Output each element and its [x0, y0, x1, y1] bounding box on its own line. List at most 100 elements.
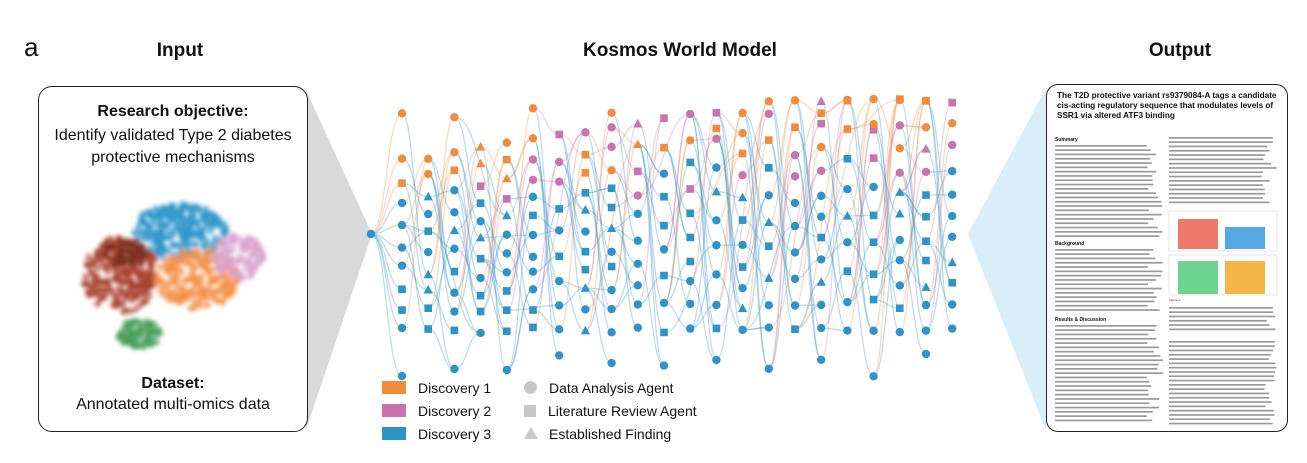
network-node [555, 351, 564, 360]
network-node [738, 108, 747, 118]
network-node [869, 238, 878, 247]
figure-caption-label: Figure 1: [1169, 298, 1181, 302]
network-node [580, 283, 590, 292]
network-node [764, 273, 774, 282]
network-node [817, 233, 825, 242]
network-node [895, 187, 905, 196]
network-node [948, 190, 957, 199]
network-node [633, 118, 643, 128]
network-node [607, 184, 616, 193]
network-node [424, 325, 432, 333]
network-node [712, 300, 721, 310]
network-node [711, 186, 721, 196]
network-node [764, 364, 773, 373]
network-node [764, 191, 773, 200]
network-node [686, 158, 694, 167]
network-node [921, 300, 931, 310]
network-node [528, 230, 538, 240]
network-node [528, 252, 538, 261]
network-node [634, 167, 642, 176]
network-node [843, 154, 852, 163]
network-node [790, 301, 800, 310]
legend-data-analysis-agent: Data Analysis Agent [524, 380, 674, 396]
paper-title: The T2D protective variant rs9379084-A t… [1057, 91, 1277, 120]
network-node [895, 327, 904, 337]
network-node [738, 192, 748, 202]
network-node [816, 96, 826, 105]
network-node [633, 236, 642, 245]
network-node [817, 323, 826, 333]
network-node [633, 281, 642, 290]
network-node [790, 96, 800, 105]
network-node [738, 303, 748, 313]
network-node [607, 262, 616, 271]
network-node [843, 297, 852, 307]
network-node [869, 154, 878, 162]
network-node [607, 285, 616, 295]
network-node [502, 365, 511, 375]
figure-bar-4 [1225, 261, 1265, 294]
network-node [660, 271, 668, 280]
network-node [528, 285, 538, 294]
network-node [869, 270, 878, 279]
network-node [764, 109, 773, 118]
network-node [450, 148, 459, 157]
network-node [790, 151, 800, 160]
network-node [633, 259, 642, 268]
section-results-heading: Results & Discussion [1055, 317, 1107, 323]
network-node [581, 305, 590, 314]
network-node [502, 138, 511, 147]
network-node [816, 277, 826, 286]
network-node [869, 372, 878, 381]
network-node [738, 216, 747, 224]
network-node [607, 108, 616, 118]
network-node [869, 120, 878, 129]
network-node [607, 358, 616, 368]
network-node [528, 192, 538, 202]
network-node [790, 221, 800, 231]
network-node [423, 284, 433, 294]
network-node [921, 167, 931, 177]
network-node [922, 97, 930, 105]
input-panel: Research objective: Identify validated T… [38, 86, 308, 432]
network-node [948, 300, 957, 309]
network-node [555, 252, 563, 261]
output-paper: The T2D protective variant rs9379084-A t… [1046, 84, 1288, 432]
network-node [738, 240, 747, 250]
network-node [529, 323, 537, 332]
network-node [896, 95, 904, 103]
legend-discovery-2: Discovery 2 [382, 403, 491, 419]
network-node [843, 184, 852, 194]
network-node [790, 172, 800, 181]
network-node [948, 140, 957, 150]
network-node [712, 216, 721, 225]
network-node [424, 209, 433, 219]
network-node [503, 327, 511, 336]
network-node [817, 255, 826, 264]
network-node [869, 295, 878, 304]
panel-label: a [24, 32, 39, 62]
network-node [764, 217, 774, 226]
network-node [948, 232, 957, 242]
model-column-title: Kosmos World Model [583, 40, 777, 61]
network-node [948, 98, 956, 107]
network-node [686, 185, 694, 193]
network-node [503, 306, 511, 315]
network-node [366, 229, 376, 239]
network-node [476, 291, 485, 300]
network-node [555, 276, 564, 286]
network-node [528, 155, 538, 164]
dataset-heading: Dataset: [141, 375, 205, 392]
network-node [791, 325, 799, 333]
pink-swatch-icon [382, 404, 406, 417]
network-node [921, 123, 931, 132]
network-node [397, 220, 407, 230]
network-node [686, 299, 695, 309]
network-node [450, 267, 459, 276]
network-node [529, 306, 537, 314]
legend-discovery-3: Discovery 3 [382, 426, 491, 442]
network-node [450, 307, 459, 316]
network-node [581, 189, 590, 197]
